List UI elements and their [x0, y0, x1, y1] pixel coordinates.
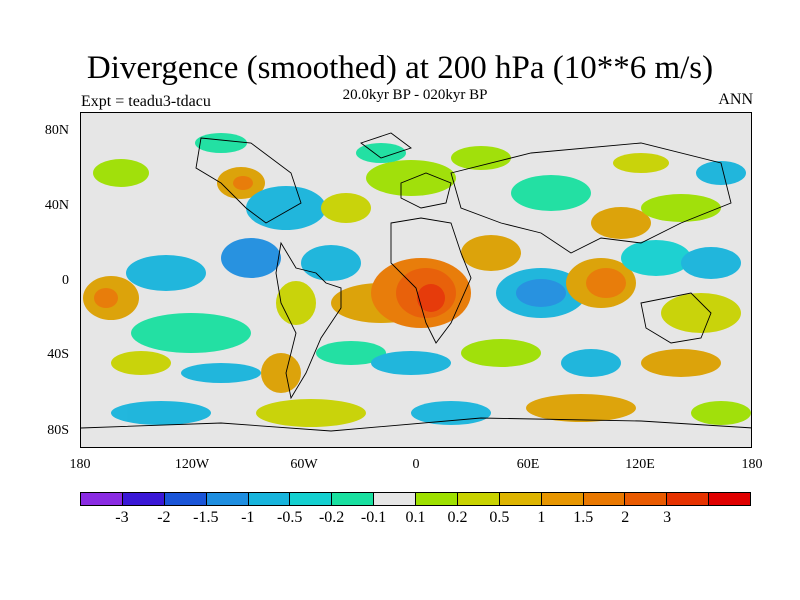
season-label: ANN: [718, 91, 753, 108]
lat-tick-80s: 80S: [47, 423, 69, 438]
experiment-label: Expt = teadu3-tdacu: [81, 93, 211, 110]
colorbar-swatch: [709, 493, 750, 505]
colorbar-label: -1.5: [193, 509, 219, 526]
colorbar-label: -0.5: [277, 509, 303, 526]
lat-tick-40n: 40N: [44, 198, 69, 213]
plot-subtitle: 20.0kyr BP - 020kyr BP: [342, 87, 488, 103]
colorbar-label: 1: [537, 509, 546, 526]
colorbar-label: 0.2: [447, 509, 468, 526]
colorbar-label: -1: [241, 509, 255, 526]
lat-tick-40s: 40S: [47, 347, 69, 362]
colorbar-label: 2: [621, 509, 630, 526]
colorbar-swatch: [499, 493, 542, 505]
lat-tick-80n: 80N: [44, 123, 69, 138]
colorbar-swatch: [248, 493, 291, 505]
colorbar-label: 1.5: [573, 509, 594, 526]
map-panel: [80, 112, 752, 448]
colorbar-label: 0.1: [405, 509, 426, 526]
coastlines: [81, 132, 751, 432]
plot-title: Divergence (smoothed) at 200 hPa (10**6 …: [86, 50, 714, 86]
colorbar-label: 3: [663, 509, 672, 526]
colorbar-swatch: [122, 493, 165, 505]
colorbar-swatch: [374, 493, 416, 505]
colorbar-swatch: [667, 493, 710, 505]
field-blobs: [83, 133, 751, 427]
colorbar-label: -0.1: [360, 509, 387, 526]
lat-tick-0: 0: [62, 273, 69, 288]
colorbar-swatch: [457, 493, 500, 505]
colorbar-label: -0.2: [318, 509, 345, 526]
colorbar-label: -3: [115, 509, 129, 526]
colorbar-swatch: [583, 493, 626, 505]
lon-tick-0: 0: [412, 457, 420, 472]
lon-tick-60e: 60E: [516, 457, 540, 472]
colorbar-swatch: [164, 493, 207, 505]
lon-tick-120w: 120W: [174, 457, 210, 472]
colorbar-label: -2: [157, 509, 171, 526]
colorbar-swatch: [541, 493, 584, 505]
colorbar-swatch: [625, 493, 668, 505]
colorbar-swatch: [290, 493, 333, 505]
lon-tick-180w: 180: [69, 457, 91, 472]
divergence-field-map: [81, 113, 751, 447]
colorbar-swatch: [206, 493, 249, 505]
colorbar: [80, 492, 751, 506]
colorbar-swatch: [416, 493, 458, 505]
colorbar-swatch: [332, 493, 375, 505]
colorbar-swatch: [81, 493, 123, 505]
colorbar-label: 0.5: [489, 509, 510, 526]
lon-tick-180e: 180: [741, 457, 763, 472]
lon-tick-60w: 60W: [290, 457, 318, 472]
lon-tick-120e: 120E: [625, 457, 655, 472]
